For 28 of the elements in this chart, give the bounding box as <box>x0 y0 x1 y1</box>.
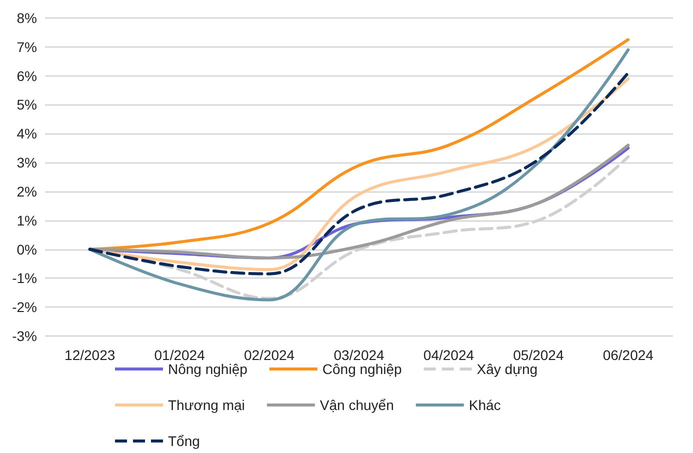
y-tick-label: 5% <box>16 96 37 113</box>
legend-label: Khác <box>468 397 501 413</box>
line-series <box>88 48 630 302</box>
legend-label: Xây dựng <box>476 361 538 377</box>
x-tick-label: 03/2024 <box>334 347 385 363</box>
y-tick-label: 8% <box>16 10 37 26</box>
y-tick-label: 1% <box>16 212 37 228</box>
legend-label: Công nghiệp <box>322 361 402 377</box>
y-tick-label: -2% <box>12 299 37 316</box>
y-tick-label: 7% <box>16 38 37 55</box>
legend-label: Vận chuyển <box>320 397 394 413</box>
legend-label: Nông nghiệp <box>168 361 248 377</box>
y-tick-label: -3% <box>12 328 37 344</box>
x-tick-label: 04/2024 <box>423 347 474 363</box>
x-tick-label: 05/2024 <box>513 347 564 363</box>
x-tick-label: 06/2024 <box>602 347 654 363</box>
legend-label: Thương mại <box>168 397 245 413</box>
x-tick-label: 02/2024 <box>244 347 295 363</box>
y-tick-label: 3% <box>16 154 37 171</box>
legend-label: Tổng <box>168 433 200 449</box>
y-tick-label: -1% <box>12 270 37 286</box>
y-tick-label: 2% <box>16 183 37 200</box>
line-series <box>88 38 630 251</box>
x-tick-label: 01/2024 <box>154 347 206 363</box>
y-tick-label: 6% <box>16 68 37 84</box>
y-tick-label: 0% <box>16 241 37 258</box>
x-tick-label: 12/2023 <box>64 347 116 363</box>
y-tick-label: 4% <box>16 126 37 142</box>
